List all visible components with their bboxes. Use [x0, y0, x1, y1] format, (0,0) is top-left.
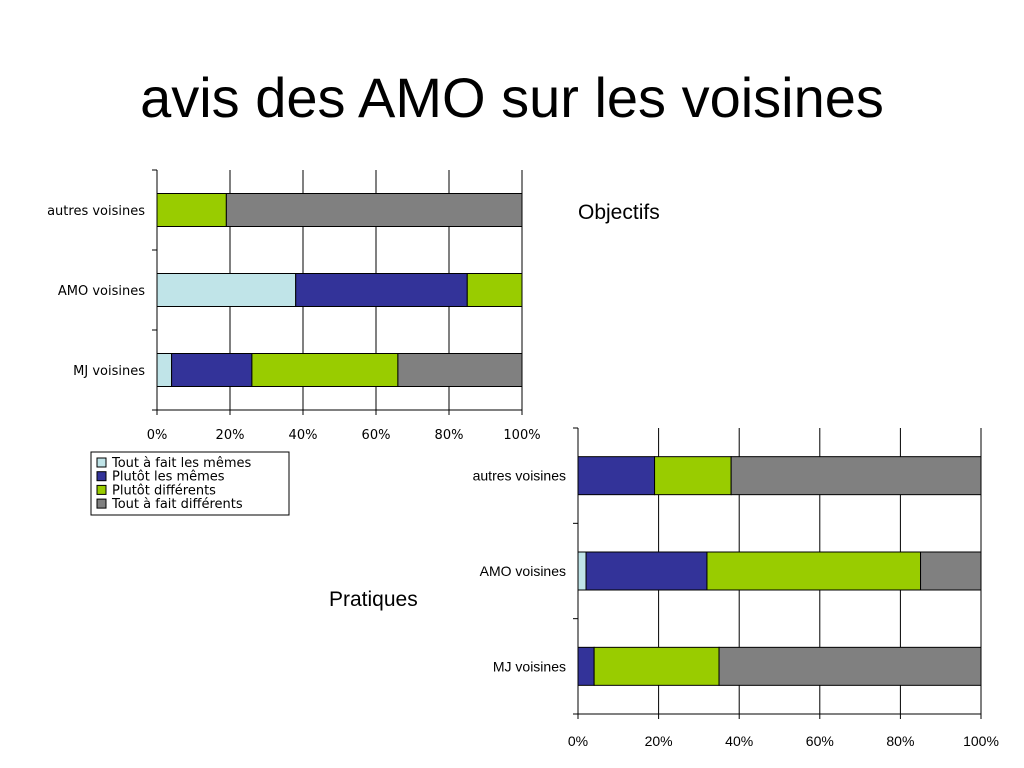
bar-segment [920, 551, 982, 591]
x-tick-label: 80% [886, 733, 914, 749]
x-tick-label: 100% [963, 733, 999, 749]
bar-segment [397, 353, 523, 387]
x-tick-label: 100% [503, 428, 540, 443]
category-label: AMO voisines [480, 563, 566, 579]
bar-segment [577, 646, 595, 686]
x-tick-label: 0% [568, 733, 588, 749]
bar-segment [171, 353, 253, 387]
bar-segment [577, 551, 587, 591]
legend-box [90, 451, 290, 516]
chart-caption-pratiques: Pratiques [329, 588, 418, 611]
x-tick-label: 60% [806, 733, 834, 749]
x-tick-label: 0% [147, 428, 168, 443]
category-label: autres voisines [473, 468, 566, 484]
category-label: autres voisines [47, 204, 145, 219]
category-label: MJ voisines [73, 364, 145, 379]
chart-objectifs: 0% 20% 40% 60% 80% 100% autres voisines AMO voi… [47, 169, 541, 443]
chart-pratiques: 0% 20% 40% 60% 80% 100% autres voisines AMO voi… [473, 427, 999, 749]
bar-segment [577, 456, 656, 496]
legend-label: Tout à fait différents [111, 497, 243, 512]
x-tick-label: 40% [289, 428, 318, 443]
bar-segment [156, 193, 227, 227]
slide-title: avis des AMO sur les voisines [140, 66, 884, 129]
legend-swatch [96, 457, 107, 468]
bar-segment [585, 551, 708, 591]
legend-swatch [96, 498, 107, 509]
legend-swatch [96, 484, 107, 495]
bar-segment [730, 456, 982, 496]
bar-segment [156, 273, 297, 307]
bar-segment [706, 551, 922, 591]
chart-caption-objectifs: Objectifs [578, 201, 660, 224]
bar-segment [156, 353, 173, 387]
bar-segment [593, 646, 720, 686]
x-tick-label: 60% [362, 428, 391, 443]
x-tick-label: 20% [216, 428, 245, 443]
bar-segment [295, 273, 468, 307]
x-tick-label: 20% [645, 733, 673, 749]
category-label: MJ voisines [493, 658, 566, 674]
category-label: AMO voisines [58, 284, 145, 299]
x-tick-label: 40% [725, 733, 753, 749]
legend-label: Tout à fait les mêmes [111, 456, 251, 471]
legend-label: Plutôt les mêmes [112, 470, 225, 485]
bar-segment [718, 646, 982, 686]
bar-segment [251, 353, 399, 387]
x-tick-label: 80% [435, 428, 464, 443]
bar-segment [225, 193, 523, 227]
legend-swatch [96, 471, 107, 482]
bar-segment [654, 456, 732, 496]
legend-label: Plutôt différents [112, 483, 216, 498]
bar-segment [466, 273, 523, 307]
